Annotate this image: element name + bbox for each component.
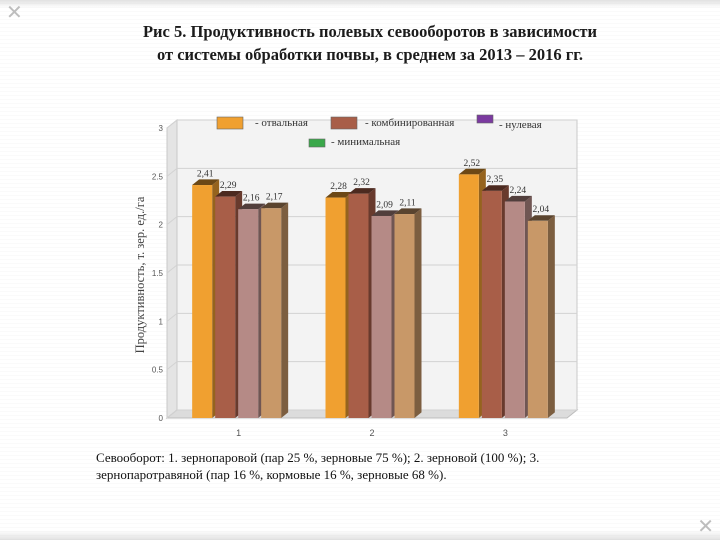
bar-top [504, 195, 532, 202]
figure-title-line-2: от системы обработки почвы, в среднем за… [156, 45, 584, 64]
page-bottom-edge [0, 530, 720, 540]
bar-group [458, 168, 486, 418]
x-tick-label: 1 [236, 428, 241, 438]
bar [371, 215, 392, 418]
bar-group [394, 208, 422, 418]
bar-side [414, 208, 422, 418]
bar [325, 197, 346, 418]
bar-top [348, 188, 376, 194]
legend-label: - комбинированная [365, 117, 454, 129]
y-tick-label: 2.5 [152, 172, 164, 181]
legend-label: - отвальная [255, 117, 308, 129]
bar [238, 209, 259, 418]
bar-top [371, 210, 399, 216]
bar-group [215, 191, 243, 418]
data-label: 2,04 [533, 205, 550, 215]
bar-group [261, 202, 289, 418]
bar-side [281, 202, 289, 418]
bar [527, 220, 548, 418]
gridline-side [166, 119, 178, 129]
bar-group [371, 210, 399, 418]
figure-title-line-1: Рис 5. Продуктивность полевых севооборот… [142, 22, 598, 41]
corner-cross-icon: ✕ [6, 0, 23, 24]
data-label: 2,09 [376, 200, 393, 210]
bar [504, 201, 525, 418]
y-tick-label: 1 [159, 317, 164, 326]
bar-group [192, 179, 220, 418]
data-label: 2,29 [220, 181, 237, 191]
bar-top [481, 185, 509, 191]
bar-group [325, 192, 353, 418]
data-label: 2,32 [353, 178, 370, 188]
page-top-edge [0, 0, 720, 8]
x-tick-label: 3 [503, 428, 508, 438]
y-tick-label: 0 [159, 414, 164, 423]
bar-side [547, 215, 555, 418]
bar-top [394, 208, 422, 215]
gridline-side [166, 409, 178, 419]
bar-group [348, 188, 376, 418]
legend: - отвальная - комбинированная - нулевая - м… [216, 114, 542, 148]
bar-group [238, 203, 266, 418]
bar [394, 214, 415, 418]
y-tick-label: 3 [159, 124, 164, 133]
gridline-side [166, 167, 178, 177]
bar-top [261, 202, 289, 209]
bar-top [215, 191, 243, 197]
bar-top [458, 168, 486, 175]
legend-label: - минимальная [331, 136, 400, 148]
figure-title: Рис 5. Продуктивность полевых севооборот… [110, 20, 630, 66]
bar-group [527, 215, 555, 418]
bar [261, 208, 282, 418]
data-label: 2,28 [330, 182, 347, 192]
x-tick-label: 2 [369, 428, 374, 438]
legend-swatch [308, 138, 326, 148]
y-tick-label: 0.5 [152, 366, 164, 375]
legend-swatch [216, 116, 244, 130]
data-label: 2,41 [197, 169, 214, 179]
bar-chart: 0 0.5 1 1.5 2 2.5 3 Продуктивность, т. зер. ед.… [133, 114, 579, 438]
y-tick-label: 2 [159, 221, 164, 230]
data-label: 2,35 [487, 175, 504, 185]
legend-swatch [330, 116, 358, 130]
bar-group [504, 195, 532, 418]
y-axis-label: Продуктивность, т. зер. ед./га [133, 196, 147, 353]
legend-label: - нулевая [499, 119, 542, 131]
corner-cross-icon: ✕ [697, 514, 714, 538]
bar [348, 193, 369, 418]
bar [215, 196, 236, 418]
gridline-side [166, 216, 178, 226]
data-label: 2,16 [243, 194, 260, 204]
bar-top [192, 179, 220, 186]
gridline-side [166, 264, 178, 274]
bar-top [325, 192, 353, 198]
bar-group [481, 185, 509, 418]
gridline-side [166, 361, 178, 371]
data-label: 2,11 [399, 198, 416, 208]
bar [481, 190, 502, 418]
data-label: 2,24 [510, 186, 527, 196]
data-label: 2,17 [266, 193, 283, 203]
y-tick-label: 1.5 [152, 269, 164, 278]
bar [458, 174, 479, 418]
data-label: 2,52 [464, 159, 481, 169]
bar [192, 185, 213, 418]
bar-top [238, 203, 266, 210]
caption-line-1: Севооборот: 1. зернопаровой (пар 25 %, з… [96, 450, 540, 465]
figure-caption: Севооборот: 1. зернопаровой (пар 25 %, з… [96, 449, 656, 483]
bar-top [527, 215, 555, 221]
caption-line-2: зернопаротравяной (пар 16 %, кормовые 16… [96, 467, 447, 482]
legend-swatch [476, 114, 494, 124]
gridline-side [166, 312, 178, 322]
